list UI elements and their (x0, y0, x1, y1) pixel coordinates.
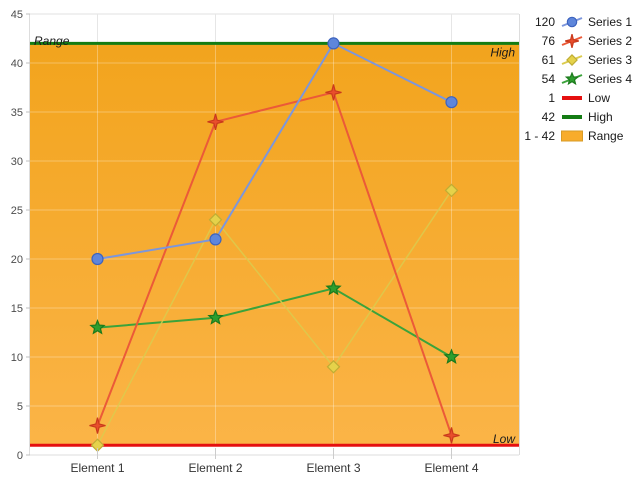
series-1-point-element-4[interactable] (445, 96, 458, 109)
range-band (30, 43, 519, 446)
series-3-line (96, 189, 453, 446)
legend-label: Series 1 (588, 14, 633, 29)
legend-value: 1 - 42 (524, 128, 555, 143)
star4-icon[interactable] (565, 33, 579, 48)
y-tick-label: 35 (11, 107, 23, 119)
low-label: Low (493, 432, 516, 446)
legend-value: 1 (548, 90, 555, 105)
y-tick-label: 30 (11, 156, 23, 168)
x-tick-label: Element 4 (424, 461, 478, 475)
y-tick-label: 10 (11, 352, 23, 364)
series-4-line (97, 287, 453, 358)
series-3-point-element-4[interactable] (444, 183, 459, 198)
y-tick-label: 5 (17, 401, 23, 413)
series-3-legend-icon (561, 53, 583, 66)
legend-item-series-2: 76 Series 2 (521, 31, 633, 50)
x-tick-label: Element 2 (188, 461, 242, 475)
y-tick-label: 45 (11, 9, 23, 21)
series-4-point-element-2[interactable] (207, 309, 224, 325)
legend-item-low: 1 Low (521, 88, 633, 107)
y-tick-label: 40 (11, 58, 23, 70)
series-2-point-element-1[interactable] (89, 417, 106, 434)
series-2-point-element-2[interactable] (207, 113, 224, 130)
y-tick-label: 0 (17, 450, 23, 462)
high-legend-icon (562, 114, 582, 119)
legend-value: 42 (541, 109, 555, 124)
high-label: High (490, 45, 515, 59)
y-tick-label: 20 (11, 254, 23, 266)
circle-icon[interactable] (566, 16, 578, 27)
x-tick-label: Element 3 (306, 461, 360, 475)
series-2-point-element-3[interactable] (325, 84, 342, 101)
legend-label: Series 4 (588, 71, 633, 86)
series-1-point-element-3[interactable] (327, 37, 340, 50)
legend-value: 54 (541, 71, 555, 86)
range-label: Range (34, 34, 70, 48)
series-1-line (97, 42, 452, 260)
legend-value: 120 (534, 14, 555, 29)
low-legend-icon (562, 95, 582, 100)
series-4-point-element-3[interactable] (325, 279, 342, 296)
series-4-legend-icon (561, 71, 583, 85)
legend-item-series-3: 61 Series 3 (521, 50, 633, 69)
legend-label: Series 3 (588, 52, 633, 67)
legend-item-series-1: 120 Series 1 (521, 12, 633, 31)
series-4-point-element-1[interactable] (89, 319, 106, 335)
legend-label: High (588, 109, 613, 124)
series-3-point-element-3[interactable] (326, 359, 341, 374)
y-tick-label: 25 (11, 205, 23, 217)
range-legend-icon (561, 130, 583, 141)
legend-item-high: 42 High (521, 107, 633, 126)
series-2-legend-icon (561, 33, 583, 48)
legend-label: Series 2 (588, 33, 633, 48)
x-tick-label: Element 1 (70, 461, 124, 475)
star5-icon[interactable] (564, 71, 580, 85)
legend: 120 Series 1 76 Series 2 61 Series 3 54 Series … (521, 12, 633, 145)
series-2-point-element-4[interactable] (443, 427, 460, 444)
legend-label: Range (588, 128, 624, 143)
series-4-point-element-4[interactable] (443, 348, 460, 364)
y-tick-label: 15 (11, 303, 23, 315)
diamond-icon[interactable] (566, 53, 578, 66)
series-3-point-element-2[interactable] (208, 212, 223, 227)
legend-value: 76 (541, 33, 555, 48)
legend-value: 61 (541, 52, 555, 67)
legend-item-range: 1 - 42 Range (521, 126, 633, 145)
series-2-line (96, 91, 453, 436)
legend-label: Low (588, 90, 611, 105)
series-1-point-element-1[interactable] (91, 252, 104, 266)
series-1-legend-icon (561, 16, 583, 27)
series-1-point-element-2[interactable] (209, 233, 222, 246)
legend-item-series-4: 54 Series 4 (521, 69, 633, 88)
